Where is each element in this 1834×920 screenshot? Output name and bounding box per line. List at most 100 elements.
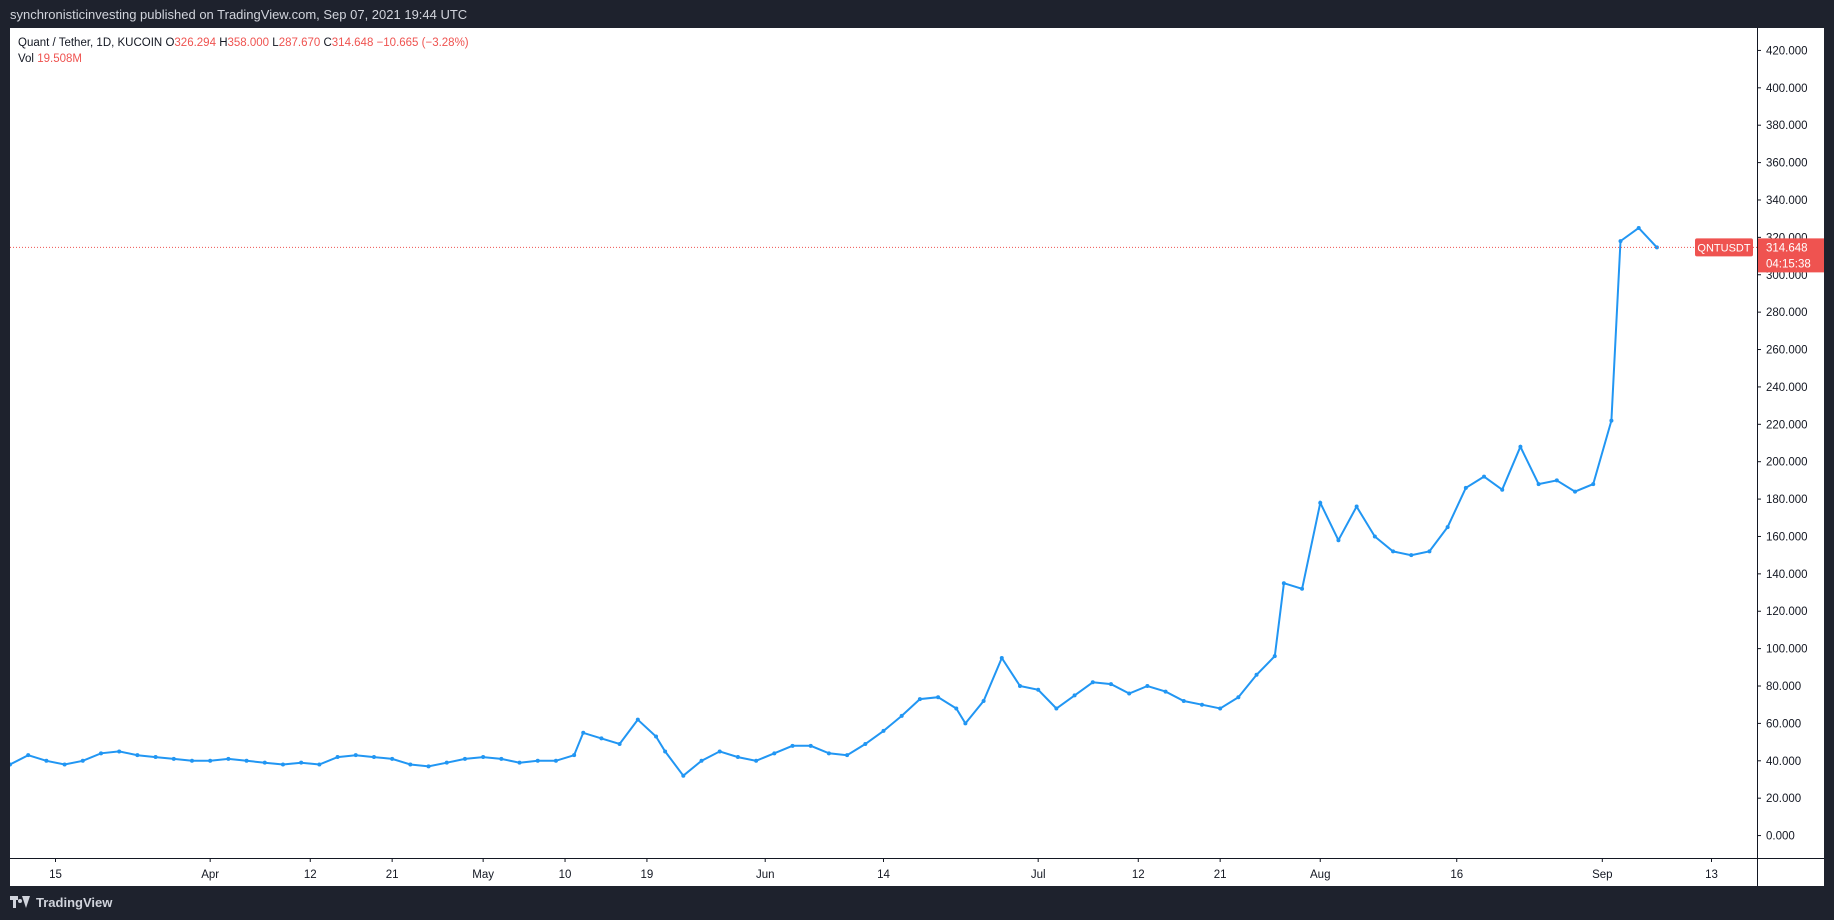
close-point — [1536, 482, 1541, 487]
close-point — [499, 756, 504, 761]
close-point — [1300, 586, 1305, 591]
close-point — [1554, 478, 1559, 483]
time-tick-label: 21 — [386, 869, 399, 881]
time-tick-label: Aug — [1310, 869, 1330, 881]
publish-header: synchronisticinvesting published on Trad… — [0, 0, 1834, 28]
close-point — [1054, 706, 1059, 711]
close-point — [863, 741, 868, 746]
close-point — [1409, 553, 1414, 558]
close-point — [1654, 245, 1659, 250]
close-point — [1318, 500, 1323, 505]
time-tick-label: 13 — [1705, 869, 1718, 881]
price-tick-label: 360.000 — [1766, 158, 1808, 170]
high-label: H — [219, 37, 228, 49]
close-point — [790, 743, 795, 748]
countdown-label: 04:15:38 — [1766, 258, 1811, 270]
close-point — [735, 755, 740, 760]
close-point — [1036, 687, 1041, 692]
close-point — [1636, 226, 1641, 231]
close-point — [1017, 684, 1022, 689]
close-point — [681, 773, 686, 778]
volume-legend: Vol 19.508M — [18, 51, 469, 67]
close-value: 314.648 — [331, 37, 374, 49]
price-tick-label: 300.000 — [1766, 270, 1808, 282]
close-point — [881, 728, 886, 733]
price-tick-label: 220.000 — [1766, 419, 1808, 431]
close-point — [1090, 680, 1095, 685]
close-point — [1254, 672, 1259, 677]
close-point — [917, 697, 922, 702]
chart-legend: Quant / Tether, 1D, KUCOIN O326.294 H358… — [18, 35, 469, 67]
close-point — [1181, 698, 1186, 703]
price-tick-label: 120.000 — [1766, 606, 1808, 618]
close-point — [171, 756, 176, 761]
close-point — [1108, 682, 1113, 687]
change-value: −10.665 (−3.28%) — [376, 37, 469, 49]
close-point — [117, 749, 122, 754]
price-chart[interactable]: 0.000 20.000 40.000 60.000 80.000 100.000 120.… — [10, 28, 1824, 886]
close-point — [10, 762, 12, 767]
close-point — [335, 755, 340, 760]
close-point — [1618, 239, 1623, 244]
time-tick-label: 14 — [877, 869, 890, 881]
close-point — [262, 760, 267, 765]
close-point — [654, 734, 659, 739]
time-tick-label: 19 — [641, 869, 654, 881]
close-point — [44, 758, 49, 763]
brand-label: TradingView — [36, 895, 113, 910]
close-point — [699, 758, 704, 763]
close-point — [1518, 444, 1523, 449]
close-point — [845, 753, 850, 758]
ticker-tag-label: QNTUSDT — [1697, 242, 1750, 254]
last-price-tag — [1758, 238, 1824, 273]
close-point — [208, 758, 213, 763]
chart-panel[interactable]: 0.000 20.000 40.000 60.000 80.000 100.000 120.… — [10, 28, 1824, 886]
price-tick-label: 100.000 — [1766, 644, 1808, 656]
close-point — [1336, 538, 1341, 543]
close-point — [135, 753, 140, 758]
publish-info: synchronisticinvesting published on Trad… — [10, 7, 468, 22]
close-point — [1218, 706, 1223, 711]
close-point — [826, 751, 831, 756]
time-tick-label: Jun — [756, 869, 775, 881]
close-point — [462, 756, 467, 761]
time-tick-label: 15 — [49, 869, 62, 881]
price-tick-label: 180.000 — [1766, 494, 1808, 506]
close-point — [1609, 418, 1614, 423]
price-tick-label: 20.000 — [1766, 793, 1801, 805]
close-point — [1500, 487, 1505, 492]
time-tick-label: Jul — [1031, 869, 1046, 881]
close-point — [226, 756, 231, 761]
open-value: 326.294 — [174, 37, 216, 49]
close-point — [62, 762, 67, 767]
close-point — [635, 717, 640, 722]
close-point — [581, 730, 586, 735]
close-point — [280, 762, 285, 767]
price-tick-label: 400.000 — [1766, 83, 1808, 95]
low-value: 287.670 — [278, 37, 321, 49]
close-point — [444, 760, 449, 765]
price-tick-label: 420.000 — [1766, 45, 1808, 57]
price-tick-label: 40.000 — [1766, 756, 1801, 768]
time-tick-label: 16 — [1450, 869, 1463, 881]
close-point — [899, 713, 904, 718]
price-tick-label: 200.000 — [1766, 457, 1808, 469]
close-point — [999, 655, 1004, 660]
time-tick-label: Sep — [1592, 869, 1612, 881]
price-tick-label: 260.000 — [1766, 345, 1808, 357]
price-tick-label: 340.000 — [1766, 195, 1808, 207]
close-point — [772, 751, 777, 756]
close-point — [317, 762, 322, 767]
close-point — [981, 698, 986, 703]
last-price-label: 314.648 — [1766, 242, 1808, 254]
tradingview-brand[interactable]: TradingView — [10, 895, 112, 910]
close-point — [599, 736, 604, 741]
ticker-tag — [1695, 238, 1753, 257]
symbol-label: Quant / Tether, 1D, KUCOIN — [18, 37, 163, 49]
close-point — [1591, 482, 1596, 487]
close-point — [963, 721, 968, 726]
price-tick-label: 140.000 — [1766, 569, 1808, 581]
close-point — [1163, 689, 1168, 694]
close-point — [80, 758, 85, 763]
close-point — [1236, 695, 1241, 700]
